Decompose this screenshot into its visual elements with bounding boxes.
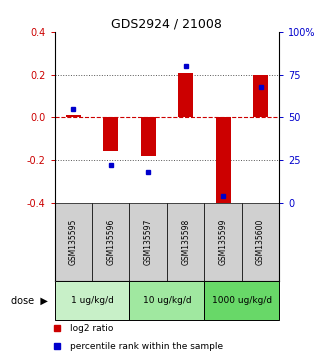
Text: 1000 ug/kg/d: 1000 ug/kg/d <box>212 296 272 305</box>
Text: GSM135600: GSM135600 <box>256 219 265 265</box>
Text: GSM135597: GSM135597 <box>144 219 153 265</box>
Text: GSM135596: GSM135596 <box>106 219 115 265</box>
Bar <box>204 203 242 281</box>
Bar <box>92 203 129 281</box>
Bar <box>216 118 230 206</box>
Bar <box>141 118 156 156</box>
Bar <box>167 203 204 281</box>
Bar <box>129 203 167 281</box>
Title: GDS2924 / 21008: GDS2924 / 21008 <box>111 18 222 31</box>
Bar <box>129 281 204 320</box>
Text: percentile rank within the sample: percentile rank within the sample <box>70 342 223 350</box>
Bar <box>103 118 118 150</box>
Bar <box>66 115 81 118</box>
Text: log2 ratio: log2 ratio <box>70 324 114 333</box>
Bar <box>55 281 129 320</box>
Text: 10 ug/kg/d: 10 ug/kg/d <box>143 296 191 305</box>
Text: dose  ▶: dose ▶ <box>11 295 48 305</box>
Bar <box>178 73 193 118</box>
Bar <box>242 203 279 281</box>
Bar <box>253 75 268 118</box>
Text: GSM135598: GSM135598 <box>181 219 190 265</box>
Bar <box>55 203 92 281</box>
Text: 1 ug/kg/d: 1 ug/kg/d <box>71 296 113 305</box>
Bar <box>204 281 279 320</box>
Text: GSM135595: GSM135595 <box>69 219 78 265</box>
Text: GSM135599: GSM135599 <box>219 219 228 265</box>
